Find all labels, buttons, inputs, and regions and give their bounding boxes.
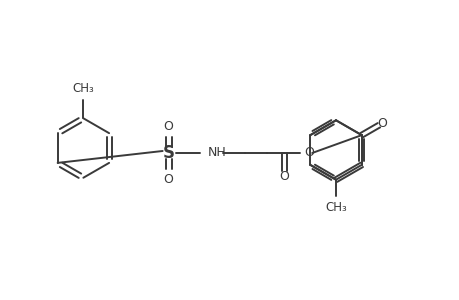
Text: NH: NH: [208, 146, 226, 160]
Text: O: O: [163, 173, 173, 186]
Text: O: O: [376, 117, 386, 130]
Text: S: S: [162, 144, 174, 162]
Text: O: O: [163, 120, 173, 133]
Text: CH₃: CH₃: [325, 200, 346, 214]
Text: O: O: [304, 146, 313, 160]
Text: O: O: [279, 170, 289, 183]
Text: CH₃: CH₃: [73, 82, 94, 94]
